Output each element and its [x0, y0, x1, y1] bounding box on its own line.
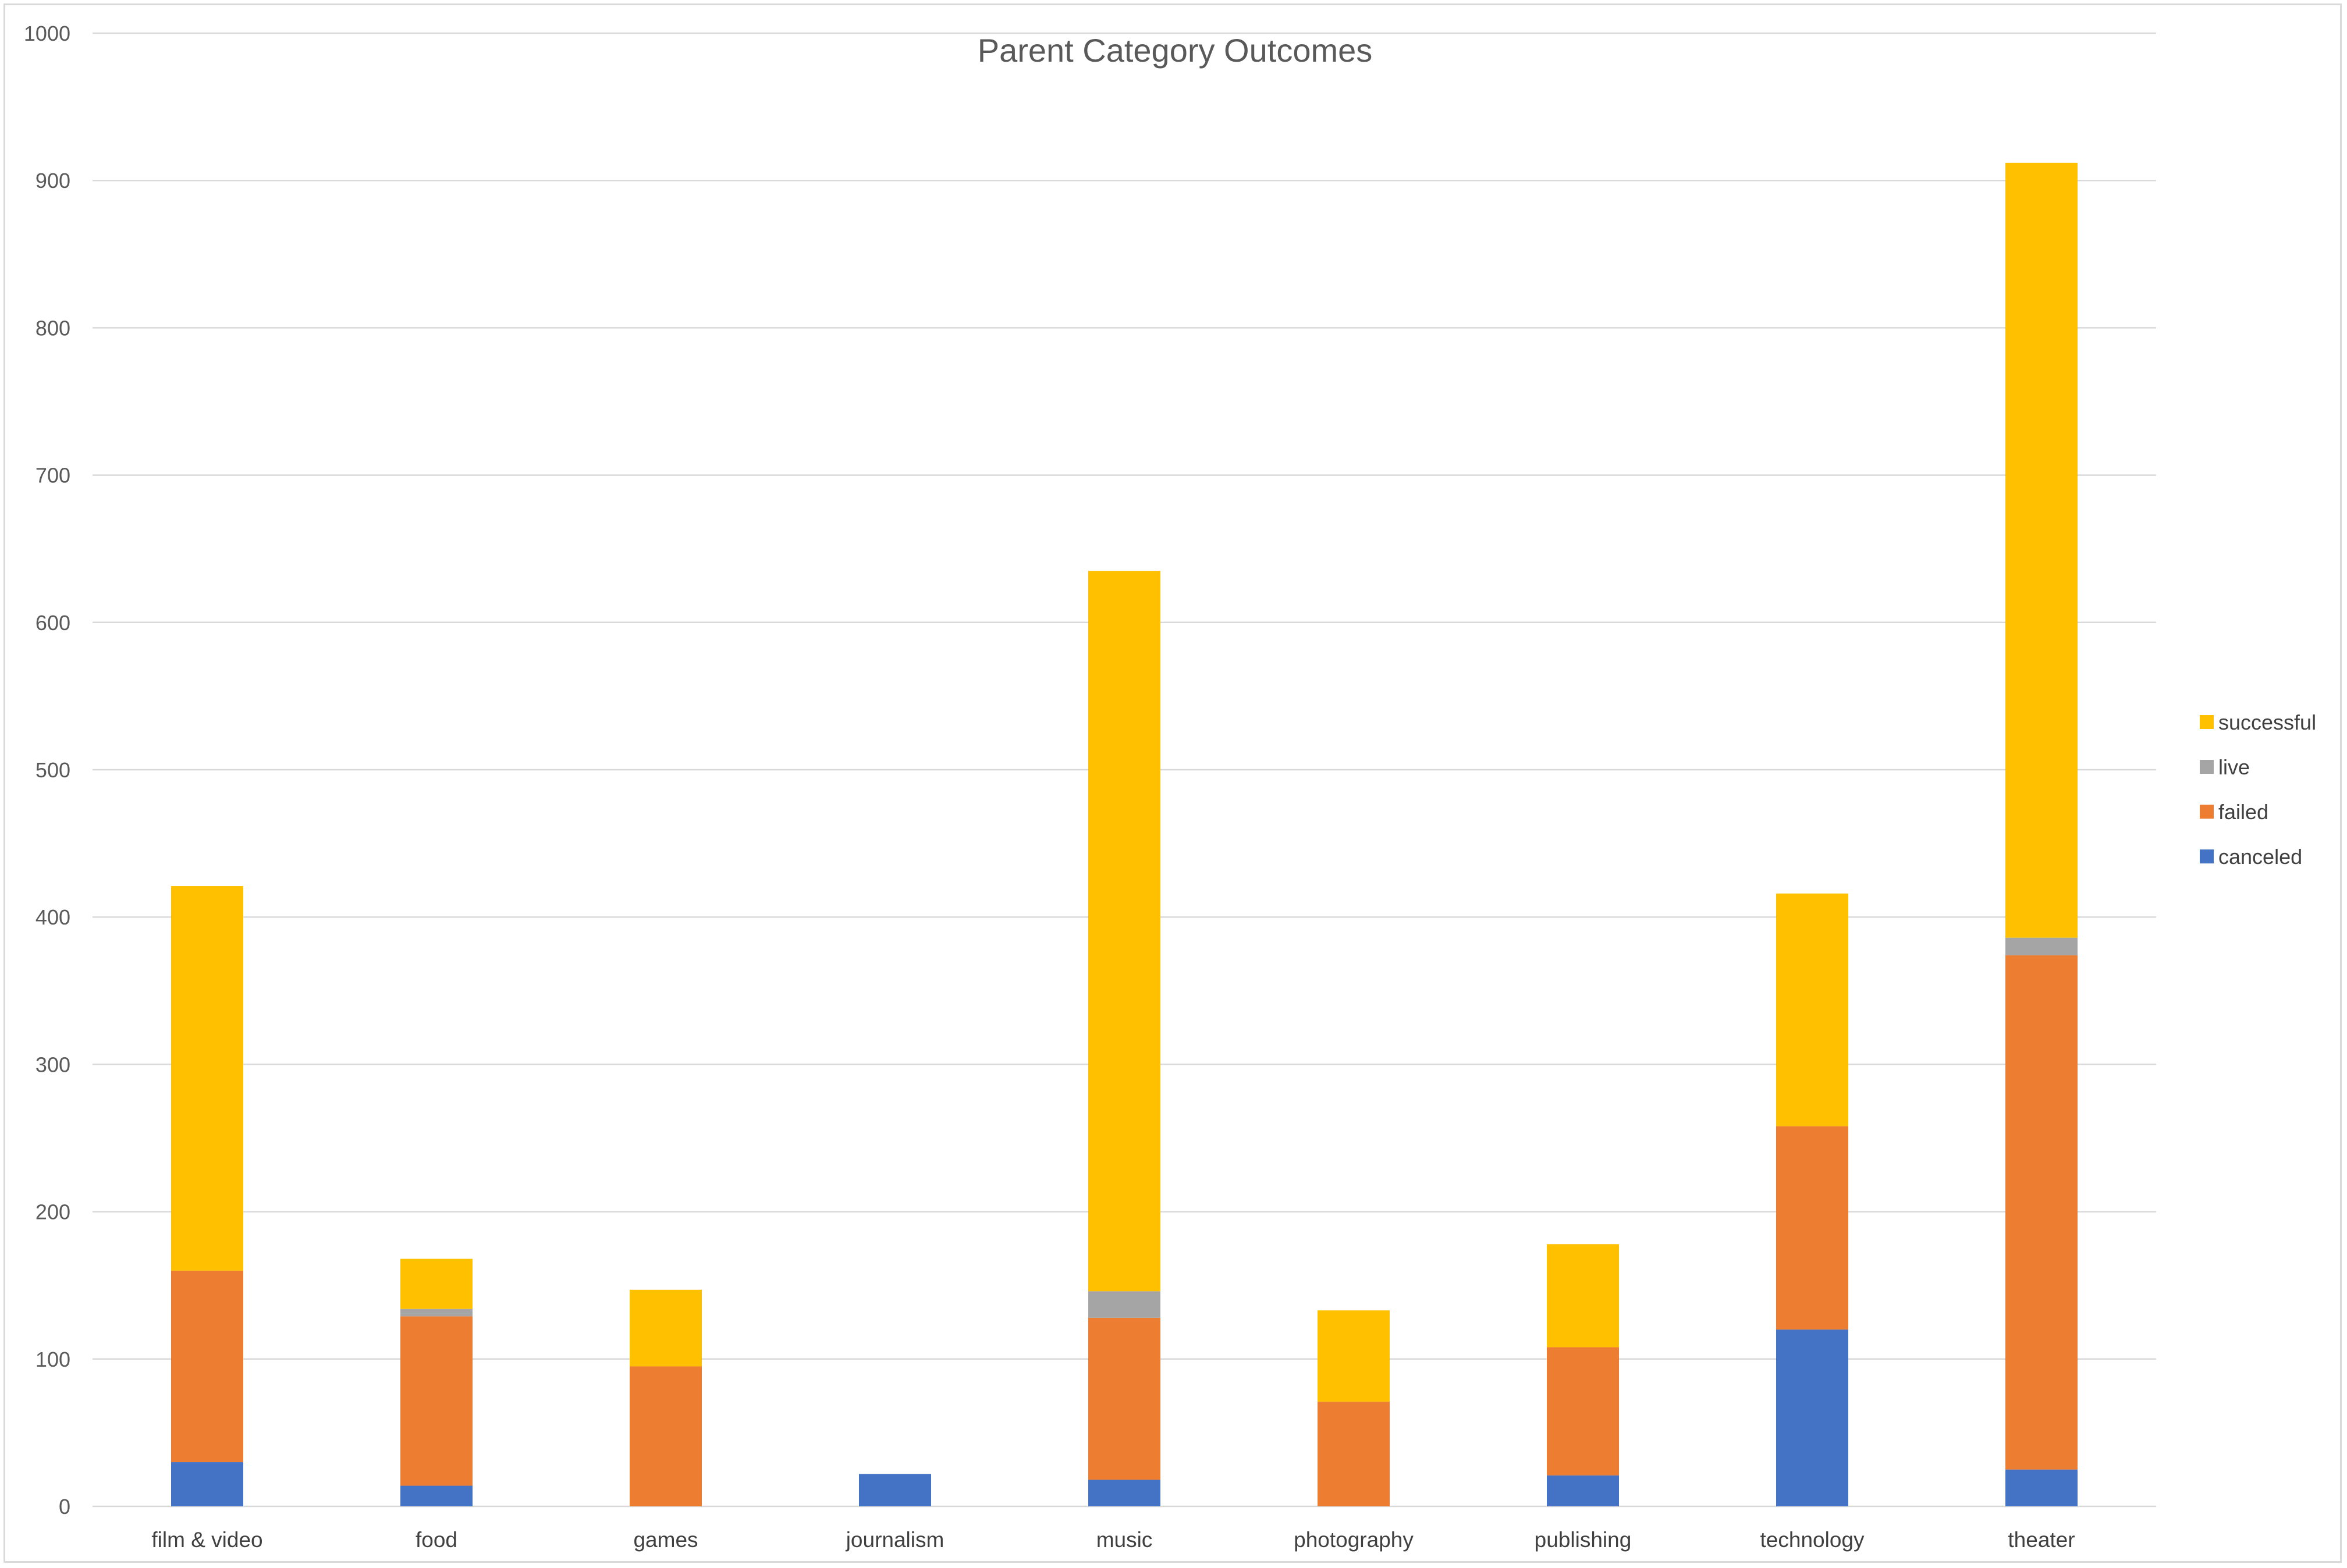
x-category-label: music	[1096, 1528, 1153, 1552]
bar-failed-games	[630, 1366, 702, 1506]
bar-live-theater	[2005, 937, 2078, 956]
x-axis-category-labels: film & video food games journalism music phot…	[151, 1528, 2075, 1552]
bar-failed-technology	[1776, 1126, 1848, 1330]
legend-label-canceled: canceled	[2218, 845, 2302, 869]
legend-swatch-live	[2200, 760, 2214, 774]
y-tick-label: 900	[35, 169, 70, 193]
bar-failed-film-video	[171, 1270, 243, 1463]
y-tick-label: 800	[35, 316, 70, 340]
y-tick-label: 300	[35, 1053, 70, 1076]
x-category-label: technology	[1760, 1528, 1865, 1552]
bar-successful-technology	[1776, 893, 1848, 1126]
bar-canceled-food	[400, 1485, 473, 1506]
bar-successful-food	[400, 1258, 473, 1309]
bar-successful-music	[1088, 571, 1160, 1292]
x-category-label: publishing	[1535, 1528, 1632, 1552]
y-axis-tick-labels: 0 100 200 300 400 500 600 700 800 900 1000	[24, 22, 70, 1519]
bar-successful-photography	[1318, 1310, 1390, 1402]
bar-successful-publishing	[1547, 1244, 1619, 1347]
y-tick-label: 100	[35, 1347, 70, 1371]
bar-successful-film-video	[171, 886, 243, 1271]
x-category-label: games	[633, 1528, 698, 1552]
bar-failed-food	[400, 1316, 473, 1486]
bar-failed-theater	[2005, 955, 2078, 1470]
y-tick-label: 700	[35, 464, 70, 488]
bars	[171, 162, 2078, 1506]
bar-canceled-journalism	[859, 1474, 931, 1506]
y-tick-label: 200	[35, 1200, 70, 1224]
bar-canceled-theater	[2005, 1469, 2078, 1506]
chart-title: Parent Category Outcomes	[978, 32, 1373, 69]
y-tick-label: 500	[35, 758, 70, 782]
x-category-label: journalism	[846, 1528, 945, 1552]
y-tick-label: 1000	[24, 22, 70, 45]
x-category-label: film & video	[151, 1528, 262, 1552]
legend-swatch-failed	[2200, 805, 2214, 819]
bar-failed-photography	[1318, 1402, 1390, 1506]
bar-canceled-music	[1088, 1480, 1160, 1506]
bar-successful-games	[630, 1289, 702, 1367]
bar-canceled-publishing	[1547, 1475, 1619, 1506]
y-tick-label: 400	[35, 905, 70, 929]
x-category-label: photography	[1294, 1528, 1414, 1552]
chart-svg: Parent Category Outcomes 0 100 200 300 400 50…	[24, 22, 2316, 1552]
legend-label-failed: failed	[2218, 800, 2268, 824]
y-tick-label: 600	[35, 611, 70, 635]
legend-label-successful: successful	[2218, 710, 2316, 734]
bar-canceled-film-video	[171, 1462, 243, 1506]
y-tick-label: 0	[59, 1495, 70, 1519]
legend-swatch-successful	[2200, 715, 2214, 729]
legend-label-live: live	[2218, 755, 2250, 779]
bar-canceled-technology	[1776, 1329, 1848, 1506]
x-category-label: food	[416, 1528, 457, 1552]
bar-failed-publishing	[1547, 1347, 1619, 1475]
bar-live-food	[400, 1309, 473, 1317]
chart-frame: Parent Category Outcomes 0 100 200 300 400 50…	[3, 3, 2342, 1563]
bar-successful-theater	[2005, 162, 2078, 938]
bar-live-music	[1088, 1291, 1160, 1318]
bar-failed-music	[1088, 1317, 1160, 1480]
x-category-label: theater	[2008, 1528, 2075, 1552]
legend-swatch-canceled	[2200, 849, 2214, 863]
legend: successful live failed canceled	[2200, 710, 2316, 869]
